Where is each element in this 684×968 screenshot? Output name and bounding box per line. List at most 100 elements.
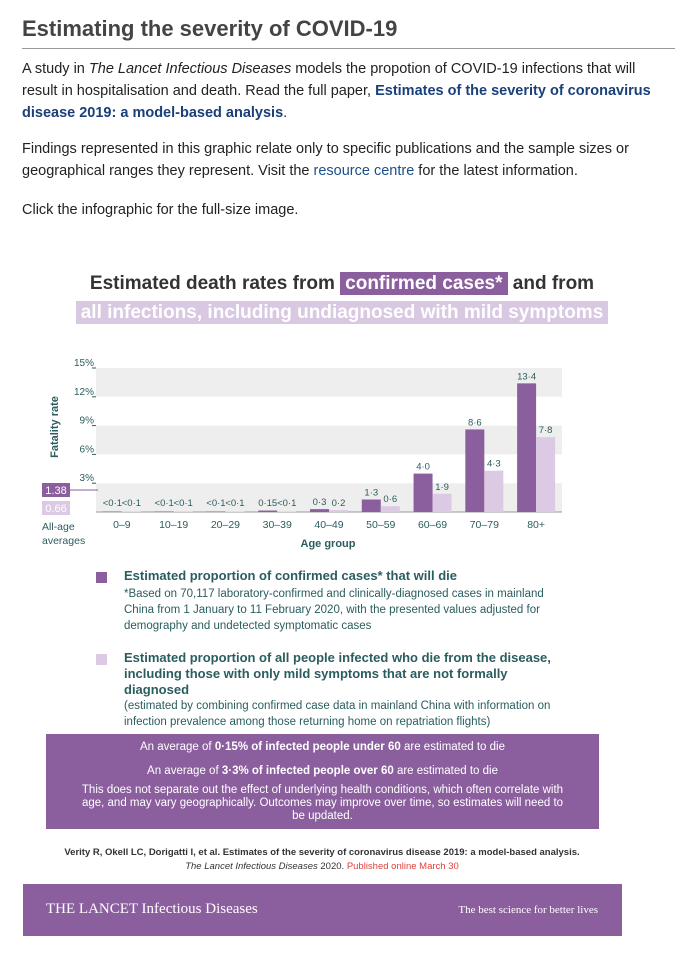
avg-caption-line-2: averages [42,535,85,547]
x-tick-label: 0–9 [113,519,131,531]
x-tick-label: 70–79 [470,519,499,531]
data-label-confirmed: 13·4 [517,371,536,382]
bar-infected [173,511,193,512]
bar-infected [484,470,504,512]
title-post: and from [507,273,595,294]
x-tick-label: 80+ [527,519,545,531]
title-confirmed-highlight: confirmed cases* [340,272,508,295]
citation-published-date: Published online March 30 [346,861,459,872]
citation-year: 2020. [317,861,347,872]
intro-paragraph: A study in The Lancet Infectious Disease… [22,58,672,124]
y-tick-label: 12% [74,387,94,398]
citation-journal: The Lancet Infectious Diseases [185,861,318,872]
x-tick-label: 50–59 [366,519,395,531]
data-label-confirmed: 4·0 [416,462,430,473]
x-axis-label: Age group [301,538,356,550]
intro-text-post: . [283,105,288,121]
data-label-confirmed: <0·1 [206,498,225,509]
data-label-infected: <0·1 [174,498,193,509]
bar-confirmed [102,511,122,512]
paper-link[interactable]: Estimates of the severity of coronavirus… [22,83,651,121]
findings-text-pre: Findings represented in this graphic rel… [22,141,629,179]
bar-confirmed [154,511,174,512]
data-label-infected: 0·2 [332,498,346,509]
data-label-infected: 4·3 [487,459,501,470]
data-label-infected: 7·8 [539,425,553,436]
bar-infected [225,511,245,512]
data-label-infected: 0·6 [383,494,397,505]
bar-confirmed [258,510,278,512]
legend-head-infected: Estimated proportion of all people infec… [124,650,551,697]
average-over-60: An average of 3·3% of infected people ov… [46,765,599,777]
journal-name: The Lancet Infectious Diseases [88,61,292,77]
data-label-confirmed: 8·6 [468,417,482,428]
y-tick-label: 6% [80,444,95,455]
grid-band [96,368,562,397]
lancet-logo-text: THE LANCET Infectious Diseases [46,901,258,917]
infographic-title-line-2: all infections, including undiagnosed wi… [0,301,684,324]
average-over-60-post: are estimated to die [393,765,498,777]
y-tick-label: 15% [74,358,94,369]
average-under-60-post: are estimated to die [400,741,505,753]
title-infected-highlight: all infections, including undiagnosed wi… [75,301,609,324]
bar-infected [536,437,556,512]
bar-confirmed [465,429,485,512]
citation-line-1: Verity R, Okell LC, Dorigatti I, et al. … [64,847,580,858]
avg-value-confirmed: 1.38 [45,485,66,497]
resource-centre-link[interactable]: resource centre [313,163,415,179]
data-label-confirmed: 1·3 [364,488,378,499]
data-label-confirmed: 0·15 [258,498,277,509]
bar-confirmed [310,509,329,512]
data-label-infected: <0·1 [225,498,244,509]
page-heading: Estimating the severity of COVID-19 [22,16,675,49]
bar-infected [121,511,141,512]
infographic-title-line-1: Estimated death rates from confirmed cas… [0,272,684,295]
legend-note-confirmed: *Based on 70,117 laboratory-confirmed an… [124,588,544,632]
legend-note-infected: (estimated by combining confirmed case d… [124,700,551,728]
bar-infected [432,493,452,512]
citation-line-2: The Lancet Infectious Diseases 2020. Pub… [0,861,644,872]
data-label-infected: <0·1 [277,498,296,509]
average-under-60-pre: An average of [140,741,215,753]
data-label-confirmed: 0·3 [313,497,327,508]
avg-caption-line-1: All-age [42,521,75,533]
data-label-confirmed: <0·1 [155,498,174,509]
bar-infected [380,506,400,512]
legend-swatch-infected [96,654,107,665]
average-over-60-bold: 3·3% of infected people over 60 [221,765,394,777]
averages-disclaimer: This does not separate out the effect of… [81,784,564,822]
bar-confirmed [517,383,537,512]
legend-head-confirmed: Estimated proportion of confirmed cases*… [124,568,457,583]
intro-text-pre: A study in [22,61,89,77]
intro-text-mid: models the propotion of COVID-19 infecti… [22,61,636,99]
x-tick-label: 10–19 [159,519,188,531]
avg-swatch-infected [42,501,70,515]
legend-swatch-confirmed [96,572,107,583]
average-under-60: An average of 0·15% of infected people u… [46,741,599,753]
bar-confirmed [413,473,433,512]
data-label-infected: 1·9 [435,482,449,493]
avg-value-infected: 0.66 [45,503,66,515]
average-under-60-bold: 0·15% of infected people under 60 [214,741,401,753]
findings-text-post: for the latest information. [414,163,578,179]
y-tick-label: 3% [80,473,95,484]
title-pre: Estimated death rates from [89,273,341,294]
x-tick-label: 40–49 [314,519,343,531]
lancet-tagline: The best science for better lives [458,904,598,916]
bar-infected [329,510,348,512]
averages-box: An average of 0·15% of infected people u… [46,734,599,829]
grid-band [96,425,562,455]
bar-confirmed [361,499,381,512]
bar-infected [277,511,297,512]
avg-swatch-confirmed [42,483,70,497]
data-label-confirmed: <0·1 [103,498,122,509]
data-label-infected: <0·1 [122,498,141,509]
bar-confirmed [206,511,226,512]
x-tick-label: 60–69 [418,519,447,531]
x-tick-label: 30–39 [263,519,292,531]
average-over-60-pre: An average of [147,765,222,777]
x-tick-label: 20–29 [211,519,240,531]
y-tick-label: 9% [80,416,95,427]
findings-paragraph: Findings represented in this graphic rel… [22,138,672,182]
infographic[interactable]: Estimated death rates from confirmed cas… [0,262,684,962]
